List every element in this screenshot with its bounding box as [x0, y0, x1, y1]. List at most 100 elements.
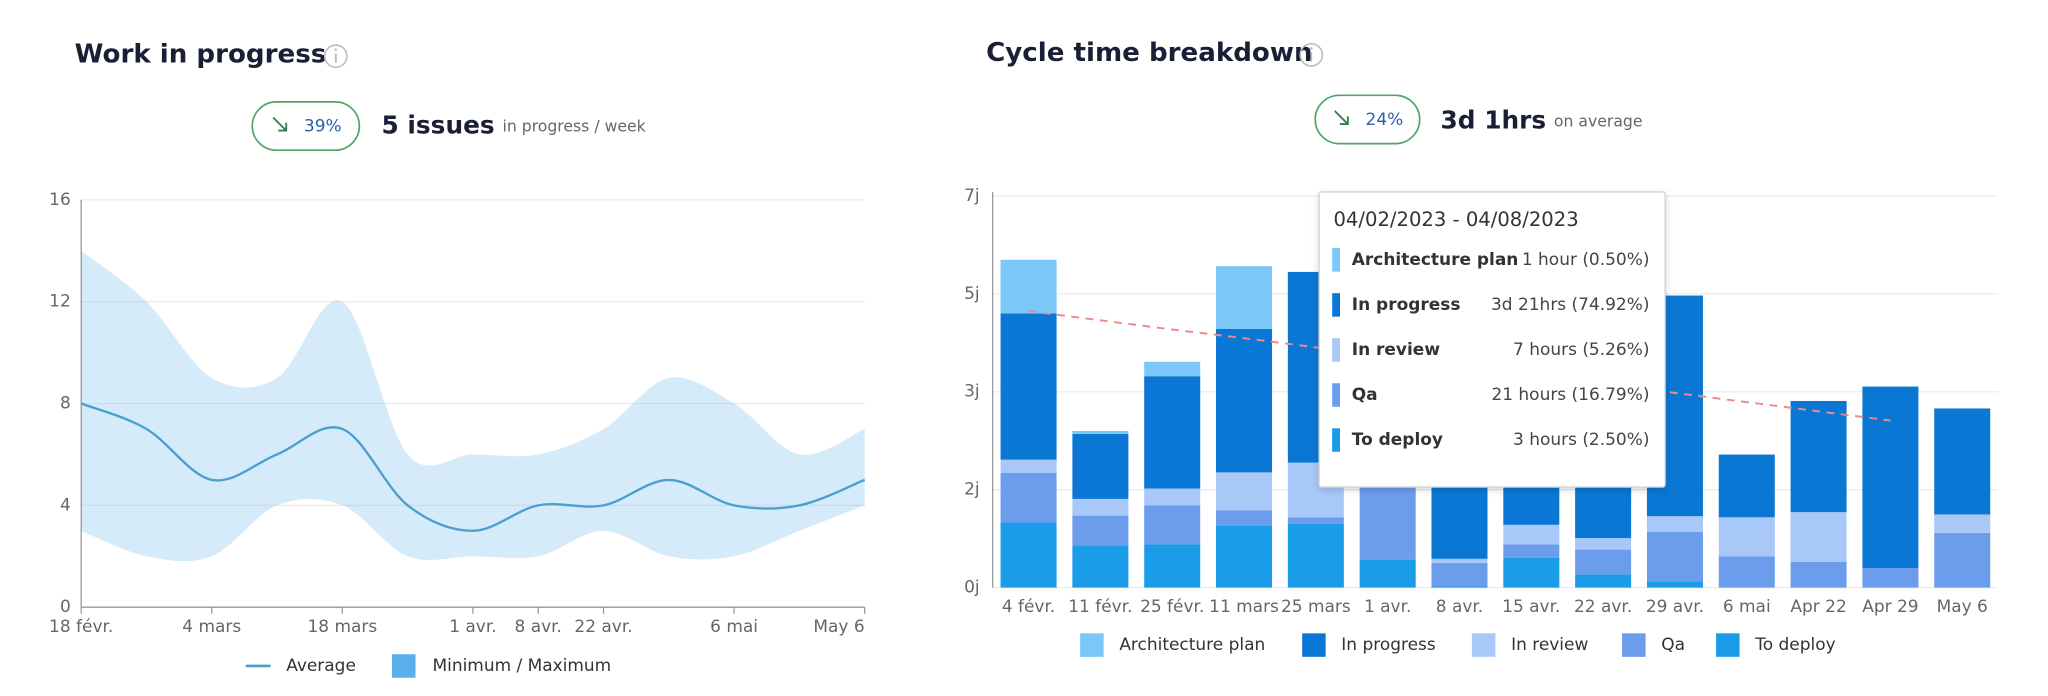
bar-segment — [1144, 505, 1201, 545]
bar-segment — [1000, 259, 1057, 314]
tooltip-swatch — [1332, 338, 1341, 362]
bar-segment — [1000, 522, 1057, 588]
bar-segment — [1503, 544, 1560, 558]
x-tick-label: 4 mars — [182, 617, 241, 637]
legend-label: Qa — [1661, 635, 1685, 655]
legend-swatch — [1080, 633, 1104, 657]
bar-segment — [1216, 328, 1273, 473]
bar-segment — [1144, 544, 1201, 588]
bar-segment — [1287, 523, 1344, 588]
bar-segment — [1144, 376, 1201, 489]
tooltip-value: 7 hours (5.26%) — [1513, 340, 1649, 360]
bar-segment — [1575, 549, 1632, 575]
y-tick-label: 8 — [60, 393, 71, 413]
change-value: 39% — [304, 117, 342, 137]
bar-segment — [1431, 586, 1488, 588]
bar-segment — [1431, 562, 1488, 587]
x-tick-label: 11 févr. — [1068, 597, 1132, 617]
y-tick-label: 0 — [60, 597, 71, 617]
bar-segment — [1072, 498, 1129, 516]
bar-segment — [1216, 510, 1273, 526]
legend-label: Average — [286, 656, 356, 676]
bar-segment — [1646, 516, 1703, 532]
chart-title: Work in progress — [75, 39, 327, 69]
tooltip-label: To deploy — [1352, 430, 1443, 450]
x-tick-label: 15 avr. — [1502, 597, 1560, 617]
bar-segment — [1718, 517, 1775, 557]
bar-segment — [1862, 568, 1919, 588]
y-tick-label: 7j — [964, 186, 980, 206]
headline-note: on average — [1554, 111, 1643, 130]
bar-segment — [1934, 532, 1991, 588]
tooltip-label: Architecture plan — [1352, 250, 1519, 270]
bar-segment — [1575, 538, 1632, 550]
bar-segment — [1072, 430, 1129, 434]
bar-segment — [1000, 313, 1057, 460]
tooltip-value: 3 hours (2.50%) — [1513, 430, 1649, 450]
bar-segment — [1718, 454, 1775, 518]
bar-segment — [1144, 361, 1201, 377]
bar-segment — [1216, 525, 1273, 588]
tooltip-value: 3d 21hrs (74.92%) — [1491, 295, 1649, 315]
tooltip-value: 1 hour (0.50%) — [1522, 250, 1650, 270]
y-tick-label: 12 — [49, 292, 71, 312]
tooltip-swatch — [1332, 293, 1341, 317]
bar-segment — [1144, 488, 1201, 506]
x-tick-label: 8 avr. — [515, 617, 562, 637]
legend-swatch — [1716, 633, 1740, 657]
y-tick-label: 0j — [964, 578, 980, 598]
x-tick-label: 18 mars — [307, 617, 377, 637]
tooltip-title: 04/02/2023 - 04/08/2023 — [1333, 208, 1578, 231]
bar-segment — [1718, 556, 1775, 588]
tooltip-label: In progress — [1352, 295, 1461, 315]
x-tick-label: 22 avr. — [574, 617, 632, 637]
x-tick-label: 1 avr. — [1364, 597, 1411, 617]
x-tick-label: 6 mai — [1723, 597, 1771, 617]
bar-segment — [1359, 559, 1416, 588]
x-tick-label: 8 avr. — [1436, 597, 1483, 617]
tooltip-swatch — [1332, 248, 1341, 272]
bar-segment — [1646, 581, 1703, 588]
headline-value: 3d 1hrs — [1441, 105, 1547, 134]
bar-segment — [1287, 517, 1344, 524]
legend-label: In progress — [1341, 635, 1436, 655]
bar-segment — [1934, 514, 1991, 533]
y-tick-label: 2j — [964, 480, 980, 500]
legend-swatch — [391, 654, 416, 678]
legend-label: Minimum / Maximum — [432, 656, 611, 676]
bar-segment — [1934, 408, 1991, 515]
legend-swatch — [1302, 633, 1326, 657]
change-badge: 39% — [251, 101, 361, 152]
tooltip-swatch — [1332, 428, 1341, 452]
x-tick-label: 25 mars — [1281, 597, 1351, 617]
x-tick-label: Apr 29 — [1862, 597, 1918, 617]
x-tick-label: 11 mars — [1209, 597, 1279, 617]
tooltip: 04/02/2023 - 04/08/2023 Architecture plan… — [1318, 191, 1666, 488]
x-tick-label: 25 févr. — [1140, 597, 1204, 617]
info-icon[interactable] — [1299, 42, 1324, 67]
x-tick-label: 4 févr. — [1002, 597, 1055, 617]
bar-segment — [1072, 515, 1129, 546]
bar-segment — [1575, 574, 1632, 588]
x-tick-label: Apr 22 — [1790, 597, 1846, 617]
y-tick-label: 5j — [964, 284, 980, 304]
min-max-band — [81, 250, 865, 562]
x-tick-label: 22 avr. — [1574, 597, 1632, 617]
legend-label: Architecture plan — [1119, 635, 1265, 655]
tooltip-label: In review — [1352, 340, 1441, 360]
headline: 5 issues in progress / week — [382, 111, 647, 140]
x-tick-label: May 6 — [1937, 597, 1988, 617]
x-tick-label: 1 avr. — [449, 617, 496, 637]
y-tick-label: 16 — [49, 190, 71, 210]
bar-segment — [1216, 266, 1273, 329]
bar-segment — [1000, 459, 1057, 473]
bar-segment — [1431, 558, 1488, 563]
y-tick-label: 3j — [964, 382, 980, 402]
x-tick-label: 29 avr. — [1646, 597, 1704, 617]
bar-segment — [1072, 433, 1129, 499]
info-icon[interactable] — [323, 44, 348, 69]
headline-value: 5 issues — [382, 111, 495, 140]
bar-segment — [1646, 531, 1703, 582]
bar-segment — [1359, 486, 1416, 560]
change-badge: 24% — [1314, 94, 1421, 145]
